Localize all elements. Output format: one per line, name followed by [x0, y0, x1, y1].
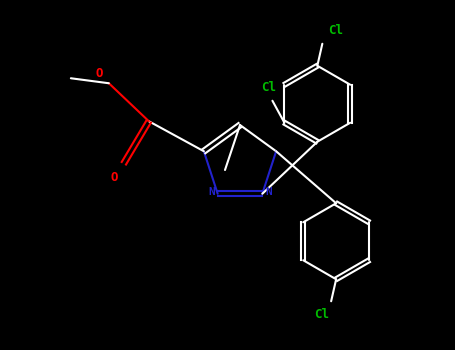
Text: Cl: Cl	[328, 24, 343, 37]
Text: O: O	[110, 171, 117, 184]
Text: N: N	[265, 187, 272, 197]
Text: Cl: Cl	[261, 81, 276, 94]
Text: Cl: Cl	[313, 308, 329, 321]
Text: O: O	[95, 67, 103, 80]
Text: N: N	[208, 187, 215, 197]
